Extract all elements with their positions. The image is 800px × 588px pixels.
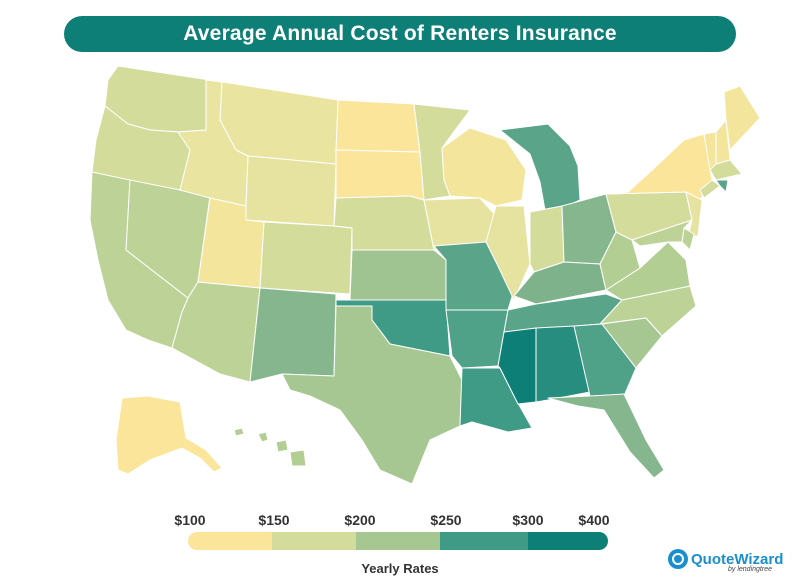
logo-subtitle: by lendingtree	[728, 566, 772, 573]
legend-swatch-2	[272, 532, 356, 550]
state-hi-1	[233, 427, 245, 437]
state-in	[529, 205, 565, 273]
state-wi	[441, 127, 527, 207]
state-ma	[709, 159, 743, 181]
state-hi-4	[289, 449, 307, 467]
state-ri	[715, 179, 729, 193]
state-al	[535, 325, 591, 403]
state-ny	[605, 133, 713, 201]
brand-logo: QuoteWizard	[668, 549, 783, 569]
quotewizard-logo-icon	[668, 549, 688, 569]
legend-label-250: $250	[430, 512, 462, 528]
legend-caption: Yearly Rates	[361, 561, 439, 576]
legend-swatch-3	[356, 532, 440, 550]
state-tx	[281, 305, 463, 485]
state-wv	[599, 231, 641, 291]
state-ks	[349, 249, 447, 301]
legend-swatch-1	[188, 532, 272, 550]
logo-name: QuoteWizard	[691, 550, 784, 568]
state-ak	[115, 395, 223, 475]
legend-label-100: $100	[174, 512, 206, 528]
state-il	[485, 205, 531, 301]
state-nm	[249, 287, 337, 383]
state-hi-3	[275, 439, 289, 453]
title-banner: Average Annual Cost of Renters Insurance	[64, 16, 736, 52]
hawaii-islands	[233, 427, 307, 467]
state-hi-2	[257, 431, 269, 443]
legend-labels: $100 $150 $200 $250 $300 $400	[150, 512, 630, 530]
legend-swatch-4	[440, 532, 528, 550]
state-ga	[573, 323, 637, 397]
legend-label-150: $150	[258, 512, 290, 528]
state-fl	[547, 393, 665, 479]
state-md	[631, 219, 693, 247]
state-sd	[335, 149, 425, 201]
legend-label-400: $400	[578, 512, 610, 528]
state-mi	[499, 123, 581, 217]
state-ar	[445, 309, 509, 369]
state-me	[723, 85, 761, 151]
legend-label-200: $200	[344, 512, 376, 528]
state-nd	[335, 99, 421, 153]
legend-label-300: $300	[512, 512, 544, 528]
legend-color-bar	[188, 532, 608, 550]
state-wy	[245, 155, 337, 227]
map-title: Average Annual Cost of Renters Insurance	[183, 22, 617, 45]
legend-swatch-5	[528, 532, 608, 550]
state-co	[259, 221, 353, 295]
